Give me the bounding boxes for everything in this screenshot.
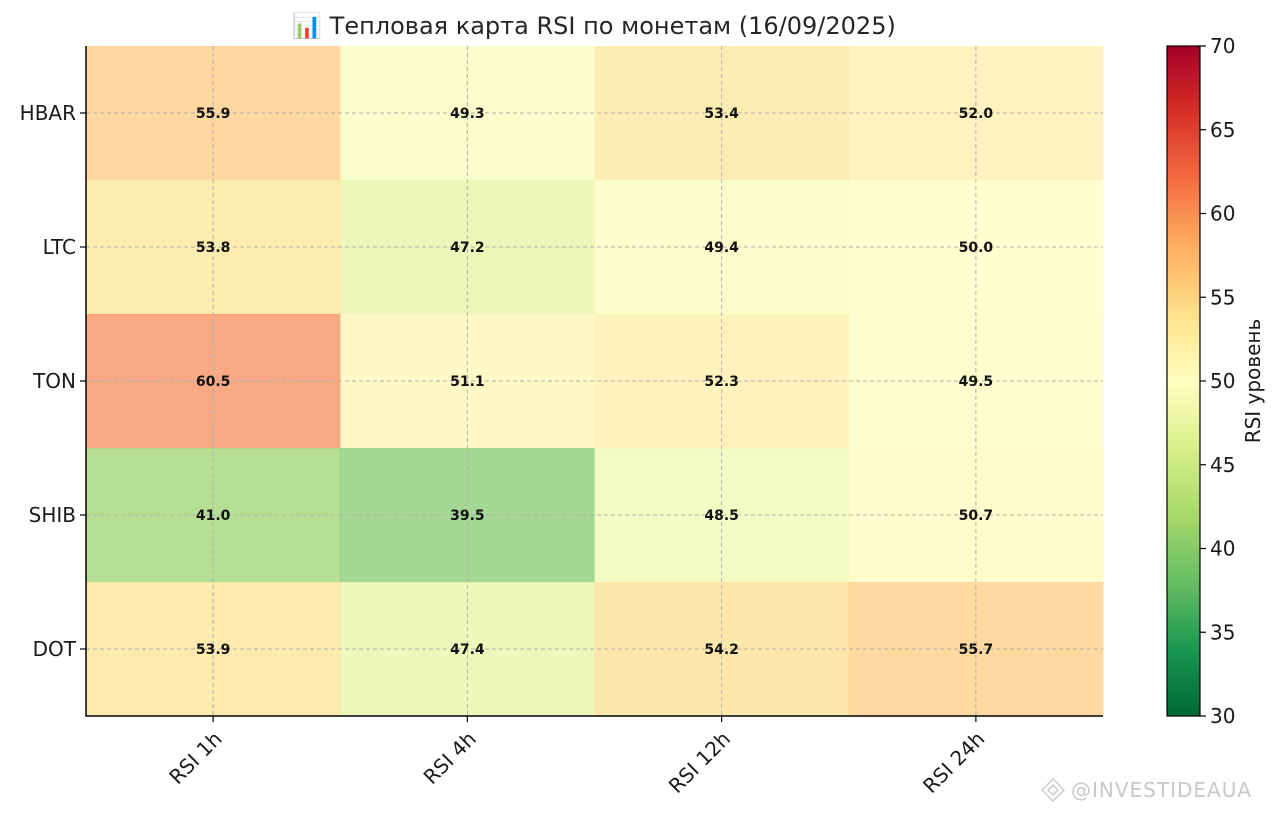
colorbar-tick-label: 45 (1210, 453, 1235, 477)
cell-value-label: 60.5 (196, 374, 231, 390)
cell-labels: 55.9 49.3 53.4 52.0 53.8 47.2 49.4 50.0 60.5 51.1… (196, 106, 994, 658)
cell-value-label: 41.0 (196, 508, 231, 524)
colorbar-tick-label: 50 (1210, 369, 1235, 393)
cell-value-label: 55.7 (959, 642, 994, 658)
cell-value-label: 47.4 (450, 642, 485, 658)
x-tick-label: RSI 12h (664, 727, 735, 798)
colorbar-gradient (1166, 45, 1201, 717)
colorbar-tick-label: 65 (1210, 118, 1235, 142)
y-tick-label: SHIB (29, 503, 76, 527)
cell-value-label: 54.2 (704, 642, 739, 658)
watermark-logo-icon (1040, 777, 1066, 803)
cell-value-label: 39.5 (450, 508, 485, 524)
cell-value-label: 51.1 (450, 374, 485, 390)
cell-value-label: 48.5 (704, 508, 739, 524)
y-tick-label: LTC (43, 235, 76, 259)
cell-value-label: 50.7 (959, 508, 994, 524)
cell-value-label: 49.3 (450, 106, 485, 122)
colorbar-tick-label: 55 (1210, 285, 1235, 309)
cell-value-label: 53.9 (196, 642, 231, 658)
y-tick-label: TON (32, 369, 76, 393)
colorbar-label: RSI уровень (1241, 319, 1265, 444)
x-tick-label: RSI 4h (419, 727, 481, 789)
cell-value-label: 49.5 (959, 374, 994, 390)
cell-value-label: 50.0 (959, 240, 994, 256)
colorbar: 30 35 40 45 50 55 60 65 70 RSI уровень (1166, 34, 1265, 728)
x-tick-label: RSI 1h (164, 727, 226, 789)
cell-value-label: 52.3 (704, 374, 739, 390)
cell-value-label: 52.0 (959, 106, 994, 122)
gridlines (86, 46, 1103, 716)
colorbar-tick-label: 30 (1210, 704, 1235, 728)
colorbar-tick-label: 60 (1210, 202, 1235, 226)
chart-title: 📊 Тепловая карта RSI по монетам (16/09/2… (292, 12, 896, 40)
watermark-text: @INVESTIDEAUA (1071, 778, 1252, 802)
cell-value-label: 53.8 (196, 240, 231, 256)
y-tick-label: DOT (33, 637, 77, 661)
cell-value-label: 47.2 (450, 240, 485, 256)
colorbar-tick-label: 40 (1210, 537, 1235, 561)
cell-value-label: 55.9 (196, 106, 231, 122)
y-tick-label: HBAR (20, 101, 76, 125)
cell-value-label: 53.4 (704, 106, 739, 122)
colorbar-tick-label: 35 (1210, 620, 1235, 644)
colorbar-tick-label: 70 (1210, 34, 1235, 58)
x-tick-label: RSI 24h (918, 727, 989, 798)
cell-value-label: 49.4 (704, 240, 739, 256)
watermark: @INVESTIDEAUA (1040, 777, 1252, 803)
